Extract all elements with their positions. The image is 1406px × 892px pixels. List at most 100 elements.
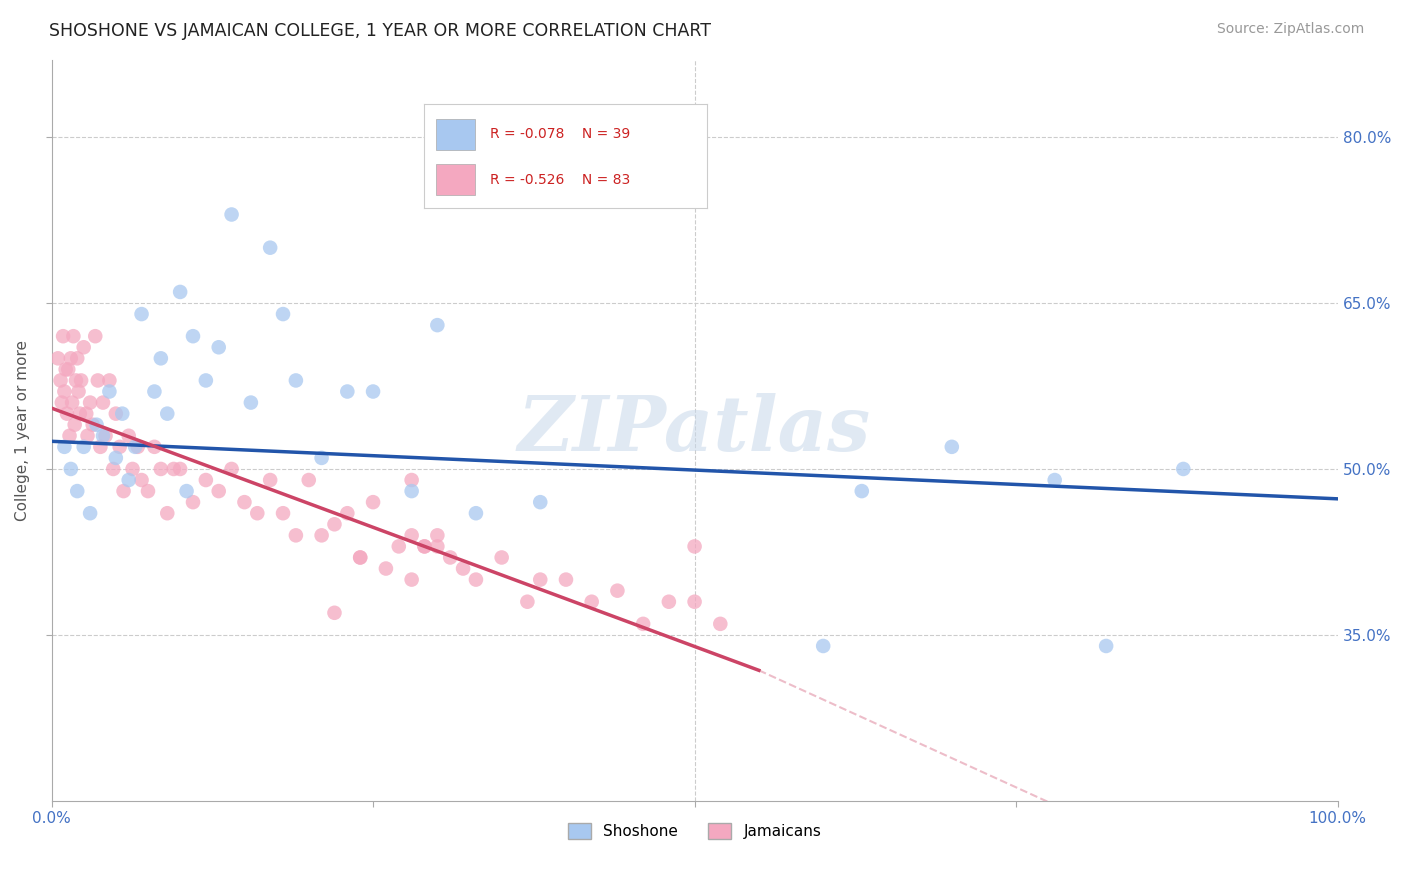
Point	[55, 362, 77, 376]
Point	[53, 384, 76, 399]
Point	[388, 540, 411, 554]
Point	[658, 595, 681, 609]
Point	[136, 484, 159, 499]
Point	[70, 374, 93, 388]
Text: SHOSHONE VS JAMAICAN COLLEGE, 1 YEAR OR MORE CORRELATION CHART: SHOSHONE VS JAMAICAN COLLEGE, 1 YEAR OR …	[49, 22, 711, 40]
Point	[169, 462, 191, 476]
Point	[311, 528, 333, 542]
Point	[156, 506, 179, 520]
Point	[439, 550, 461, 565]
Point	[156, 407, 179, 421]
Point	[104, 407, 127, 421]
Point	[59, 462, 82, 476]
Point	[349, 550, 371, 565]
Point	[127, 440, 149, 454]
Point	[208, 340, 231, 354]
Point	[401, 473, 423, 487]
Point	[176, 484, 198, 499]
Point	[59, 351, 82, 366]
Point	[246, 506, 269, 520]
Point	[66, 351, 89, 366]
Point	[86, 417, 108, 432]
Point	[451, 561, 474, 575]
Point	[208, 484, 231, 499]
Point	[426, 540, 449, 554]
Point	[631, 616, 654, 631]
Point	[465, 506, 488, 520]
Point	[349, 550, 371, 565]
Legend: Shoshone, Jamaicans: Shoshone, Jamaicans	[561, 817, 828, 845]
Point	[194, 374, 217, 388]
Point	[79, 395, 101, 409]
Point	[298, 473, 321, 487]
Point	[239, 395, 262, 409]
Point	[181, 329, 204, 343]
Point	[52, 329, 75, 343]
Point	[163, 462, 186, 476]
Point	[91, 395, 114, 409]
Point	[413, 540, 436, 554]
Point	[271, 506, 294, 520]
Point	[1043, 473, 1066, 487]
Point	[1095, 639, 1118, 653]
Point	[426, 318, 449, 332]
Point	[118, 473, 141, 487]
Point	[98, 374, 121, 388]
Point	[361, 384, 384, 399]
Point	[89, 440, 111, 454]
Point	[426, 528, 449, 542]
Point	[98, 384, 121, 399]
Point	[131, 307, 153, 321]
Point	[124, 440, 146, 454]
Point	[58, 429, 80, 443]
Point	[401, 484, 423, 499]
Point	[259, 473, 281, 487]
Point	[49, 374, 72, 388]
Point	[516, 595, 538, 609]
Point	[143, 384, 166, 399]
Point	[811, 639, 834, 653]
Text: ZIPatlas: ZIPatlas	[517, 393, 872, 467]
Point	[79, 506, 101, 520]
Point	[111, 407, 134, 421]
Point	[94, 429, 117, 443]
Point	[66, 484, 89, 499]
Point	[259, 241, 281, 255]
Point	[683, 595, 706, 609]
Point	[194, 473, 217, 487]
Point	[323, 606, 346, 620]
Point	[53, 440, 76, 454]
Point	[465, 573, 488, 587]
Point	[65, 374, 87, 388]
Point	[118, 429, 141, 443]
Point	[271, 307, 294, 321]
Point	[73, 340, 96, 354]
Point	[941, 440, 963, 454]
Point	[323, 517, 346, 532]
Point	[374, 561, 396, 575]
Point	[529, 495, 551, 509]
Point	[51, 395, 73, 409]
Point	[82, 417, 104, 432]
Point	[851, 484, 873, 499]
Point	[401, 573, 423, 587]
Point	[336, 384, 359, 399]
Point	[413, 540, 436, 554]
Point	[60, 395, 83, 409]
Point	[46, 351, 69, 366]
Point	[58, 362, 80, 376]
Point	[91, 429, 114, 443]
Point	[73, 440, 96, 454]
Point	[221, 462, 243, 476]
Point	[683, 540, 706, 554]
Point	[149, 351, 172, 366]
Point	[104, 450, 127, 465]
Point	[284, 528, 307, 542]
Point	[606, 583, 628, 598]
Point	[84, 329, 107, 343]
Point	[121, 462, 143, 476]
Point	[103, 462, 125, 476]
Point	[149, 462, 172, 476]
Point	[87, 374, 110, 388]
Point	[233, 495, 256, 509]
